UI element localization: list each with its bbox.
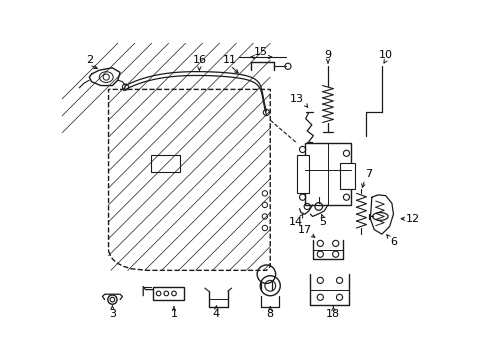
Text: 15: 15: [253, 48, 267, 58]
Bar: [153, 287, 183, 300]
Text: 4: 4: [212, 309, 220, 319]
Text: 1: 1: [170, 309, 177, 319]
Polygon shape: [108, 89, 270, 251]
Ellipse shape: [372, 213, 387, 220]
Bar: [297, 155, 308, 193]
Text: 14: 14: [288, 217, 302, 227]
Text: 10: 10: [378, 50, 392, 60]
Text: 6: 6: [389, 237, 396, 247]
Ellipse shape: [99, 72, 113, 82]
Text: 13: 13: [289, 94, 304, 104]
Text: 2: 2: [85, 55, 93, 65]
Text: 9: 9: [324, 50, 331, 60]
Text: 7: 7: [365, 169, 371, 179]
Bar: [305, 143, 350, 205]
Text: 11: 11: [223, 55, 237, 65]
Text: 16: 16: [192, 55, 206, 65]
Text: 17: 17: [297, 225, 311, 235]
Bar: [339, 163, 354, 189]
Text: 12: 12: [405, 214, 419, 224]
Text: 18: 18: [325, 309, 340, 319]
Bar: [151, 155, 180, 172]
Text: 8: 8: [266, 309, 273, 319]
Text: 5: 5: [319, 217, 325, 227]
Text: 3: 3: [109, 309, 116, 319]
